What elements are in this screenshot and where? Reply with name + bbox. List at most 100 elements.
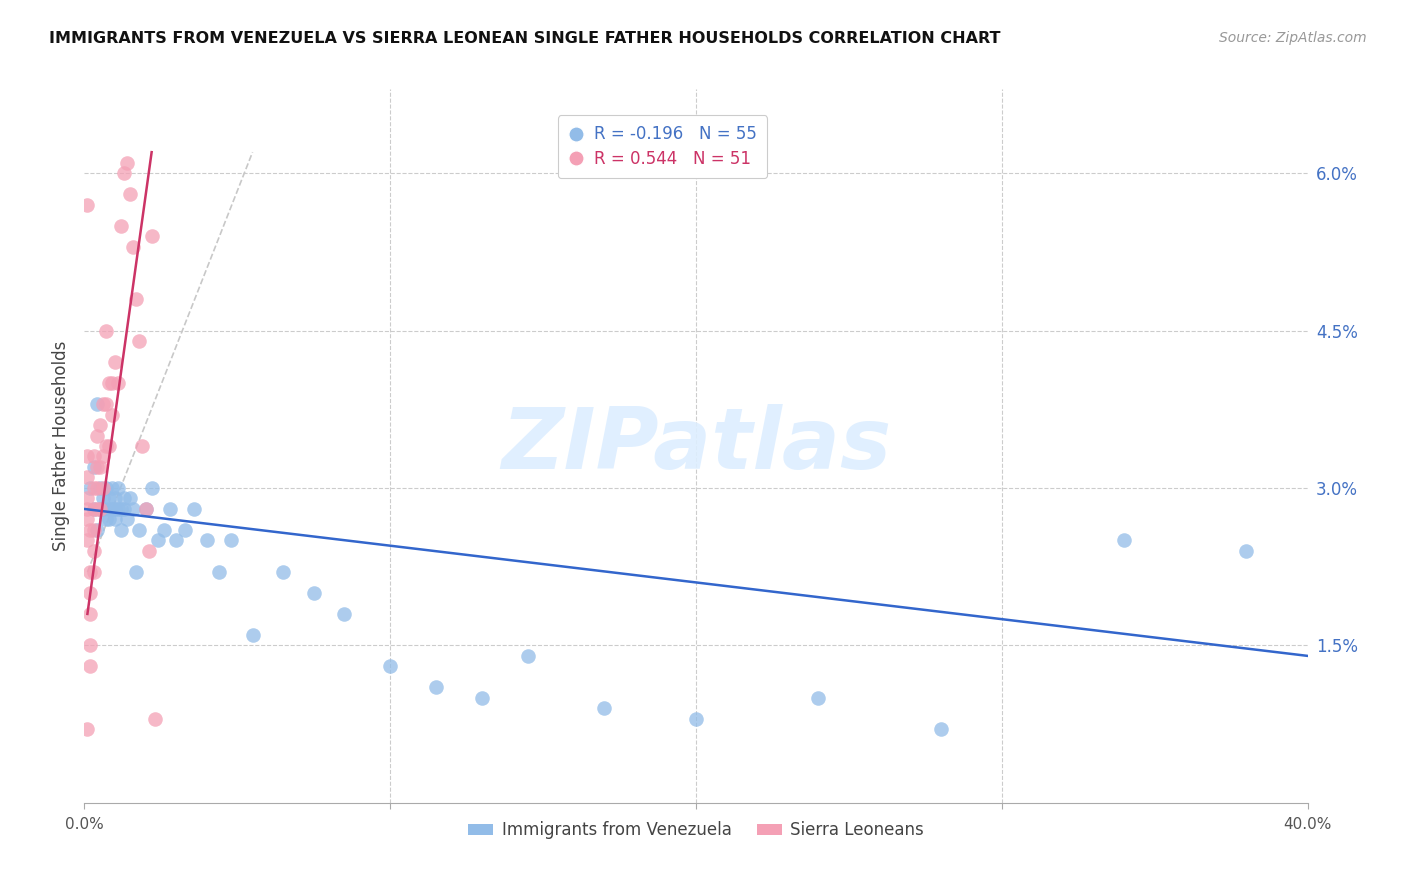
Point xyxy=(97,502,120,516)
Point xyxy=(219,533,242,548)
Point xyxy=(112,491,135,506)
Point xyxy=(104,502,127,516)
Point xyxy=(110,219,132,233)
Point xyxy=(94,481,117,495)
Point xyxy=(929,723,952,737)
Point xyxy=(380,659,402,673)
Point xyxy=(94,439,117,453)
Point xyxy=(89,460,111,475)
Point xyxy=(83,502,105,516)
Point xyxy=(159,502,181,516)
Point xyxy=(89,502,111,516)
Point xyxy=(76,450,98,464)
Point xyxy=(94,512,117,526)
Point xyxy=(115,155,138,169)
Point xyxy=(153,523,176,537)
Point xyxy=(86,428,108,442)
Point xyxy=(83,450,105,464)
Point xyxy=(208,565,231,579)
Point xyxy=(89,502,111,516)
Point xyxy=(94,324,117,338)
Point xyxy=(516,648,538,663)
Point xyxy=(86,460,108,475)
Point xyxy=(89,481,111,495)
Point xyxy=(104,512,127,526)
Point xyxy=(79,523,101,537)
Point xyxy=(97,439,120,453)
Point xyxy=(79,481,101,495)
Point xyxy=(83,523,105,537)
Text: ZIPatlas: ZIPatlas xyxy=(501,404,891,488)
Point xyxy=(89,417,111,432)
Point xyxy=(1236,544,1258,558)
Text: Source: ZipAtlas.com: Source: ZipAtlas.com xyxy=(1219,31,1367,45)
Point xyxy=(76,533,98,548)
Point xyxy=(271,565,294,579)
Point xyxy=(91,450,114,464)
Point xyxy=(807,690,830,705)
Point xyxy=(107,376,129,390)
Point xyxy=(76,491,98,506)
Point xyxy=(128,334,150,348)
Point xyxy=(91,502,114,516)
Point xyxy=(110,523,132,537)
Point xyxy=(110,502,132,516)
Point xyxy=(101,408,124,422)
Point xyxy=(471,690,494,705)
Point xyxy=(183,502,205,516)
Point xyxy=(242,628,264,642)
Point xyxy=(79,586,101,600)
Point xyxy=(104,491,127,506)
Point xyxy=(174,523,197,537)
Point xyxy=(131,439,153,453)
Point xyxy=(165,533,187,548)
Point xyxy=(685,712,707,726)
Point xyxy=(138,544,160,558)
Point xyxy=(120,187,142,202)
Point xyxy=(135,502,157,516)
Point xyxy=(86,397,108,411)
Point xyxy=(101,376,124,390)
Point xyxy=(104,355,127,369)
Point xyxy=(122,239,145,253)
Point xyxy=(97,512,120,526)
Y-axis label: Single Father Households: Single Father Households xyxy=(52,341,70,551)
Point xyxy=(122,502,145,516)
Point xyxy=(83,565,105,579)
Point xyxy=(143,712,166,726)
Point xyxy=(101,502,124,516)
Point xyxy=(83,460,105,475)
Point xyxy=(76,723,98,737)
Point xyxy=(76,470,98,484)
Point xyxy=(1114,533,1136,548)
Point xyxy=(97,376,120,390)
Point xyxy=(593,701,616,715)
Point xyxy=(97,491,120,506)
Point xyxy=(86,523,108,537)
Point xyxy=(135,502,157,516)
Point xyxy=(79,659,101,673)
Point xyxy=(141,229,163,244)
Point xyxy=(115,512,138,526)
Point xyxy=(125,565,148,579)
Point xyxy=(195,533,218,548)
Text: IMMIGRANTS FROM VENEZUELA VS SIERRA LEONEAN SINGLE FATHER HOUSEHOLDS CORRELATION: IMMIGRANTS FROM VENEZUELA VS SIERRA LEON… xyxy=(49,31,1001,46)
Point xyxy=(112,166,135,180)
Point xyxy=(83,544,105,558)
Point xyxy=(101,481,124,495)
Point xyxy=(333,607,356,621)
Point xyxy=(120,491,142,506)
Point xyxy=(146,533,169,548)
Point xyxy=(83,481,105,495)
Point xyxy=(76,502,98,516)
Point xyxy=(91,397,114,411)
Point xyxy=(86,502,108,516)
Point xyxy=(125,292,148,306)
Point xyxy=(79,607,101,621)
Point xyxy=(128,523,150,537)
Point xyxy=(86,481,108,495)
Point xyxy=(141,481,163,495)
Point xyxy=(79,565,101,579)
Point xyxy=(83,502,105,516)
Point xyxy=(112,502,135,516)
